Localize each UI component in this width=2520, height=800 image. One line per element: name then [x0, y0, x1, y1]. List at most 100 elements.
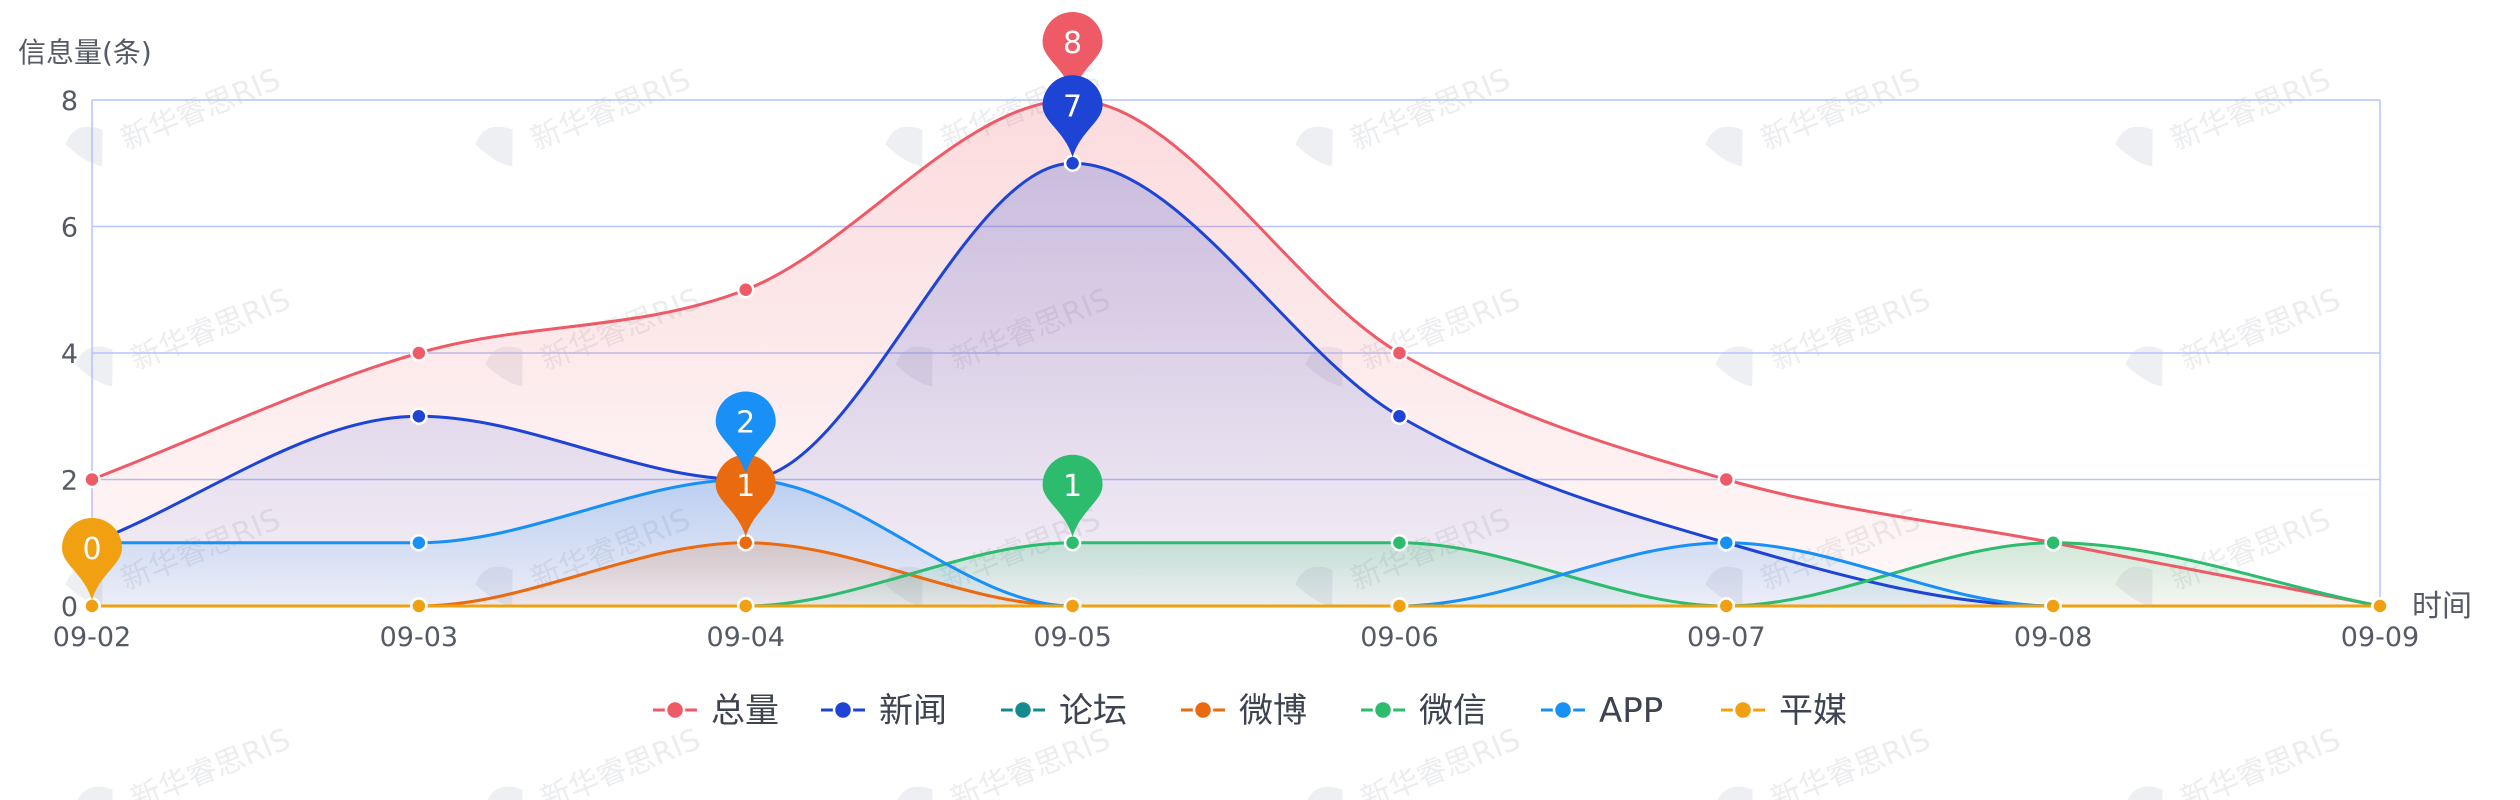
- watermark-tile: 新华睿思RIS: [75, 722, 295, 800]
- watermark-text: 新华睿思RIS: [1346, 62, 1516, 158]
- watermark-logo-icon: [475, 126, 513, 167]
- series-areas: [92, 100, 2380, 606]
- data-point-微博: [736, 534, 755, 552]
- series-area-微信: [92, 542, 2380, 606]
- legend-item-新闻[interactable]: 新闻: [821, 691, 947, 731]
- max-pin-平媒: 0: [62, 518, 122, 600]
- y-tick-label: 8: [61, 86, 78, 117]
- watermark-tile: 新华睿思RIS: [475, 62, 696, 167]
- watermark-text: 新华睿思RIS: [1766, 722, 1936, 800]
- watermark-logo-icon: [895, 786, 933, 800]
- legend-item-平媒[interactable]: 平媒: [1721, 691, 1847, 731]
- watermark-tile: 新华睿思RIS: [1715, 282, 1936, 387]
- series-area-APP: [92, 479, 2380, 606]
- watermark-text: 新华睿思RIS: [2176, 722, 2346, 800]
- legend-label: 平媒: [1779, 691, 1847, 731]
- legend-label: 总量: [711, 691, 779, 731]
- legend-marker-icon: [1012, 699, 1034, 721]
- pin-value-label: 1: [736, 469, 755, 504]
- legend: 总量 新闻 论坛 微博 微信 APP 平媒: [653, 691, 1847, 731]
- watermark-text: 新华睿思RIS: [946, 722, 1116, 800]
- data-point-平媒: [736, 597, 755, 615]
- watermark-text: 新华睿思RIS: [2166, 62, 2336, 158]
- pin-marker-icon: [1042, 75, 1103, 158]
- y-tick-label: 0: [61, 592, 78, 623]
- watermark-tile: 新华睿思RIS: [2125, 722, 2346, 800]
- watermark-tile: 新华睿思RIS: [65, 62, 286, 167]
- data-point-总量: [83, 470, 101, 489]
- legend-marker-icon: [1732, 699, 1754, 721]
- data-point-平媒: [1717, 597, 1736, 615]
- data-point-总量: [410, 344, 428, 362]
- data-point-APP: [1717, 534, 1736, 552]
- data-point-平媒: [2044, 597, 2062, 615]
- x-tick-label: 09-06: [1360, 622, 1438, 653]
- watermark-tile: 新华睿思RIS: [485, 722, 705, 800]
- watermark-text: 新华睿思RIS: [1766, 282, 1936, 378]
- max-pin-微博: 1: [715, 454, 776, 537]
- watermark-logo-icon: [2125, 346, 2163, 387]
- data-point-新闻: [410, 407, 428, 425]
- x-axis-title: 时间: [2412, 589, 2472, 624]
- series-line-新闻: [91, 161, 2380, 608]
- x-tick-label: 09-03: [380, 622, 458, 653]
- watermark-text: 新华睿思RIS: [1356, 722, 1526, 800]
- legend-marker-icon: [1372, 699, 1394, 721]
- watermark-tile: 新华睿思RIS: [75, 282, 295, 387]
- legend-item-论坛[interactable]: 论坛: [1001, 691, 1127, 731]
- series-line-总量: [91, 98, 2381, 608]
- legend-label: 微信: [1419, 691, 1487, 731]
- data-point-微信: [1390, 534, 1409, 552]
- pin-marker-icon: [715, 391, 776, 474]
- legend-marker-icon: [664, 699, 686, 721]
- legend-item-微博[interactable]: 微博: [1181, 691, 1307, 731]
- x-tick-label: 09-09: [2341, 622, 2419, 653]
- data-point-总量: [1390, 344, 1409, 362]
- data-point-微信: [1063, 534, 1082, 552]
- pin-value-label: 2: [736, 406, 755, 441]
- legend-label: 论坛: [1059, 691, 1127, 731]
- pin-marker-icon: [1042, 12, 1103, 95]
- legend-marker-icon: [832, 699, 854, 721]
- data-point-新闻: [1390, 407, 1409, 425]
- watermark-tile: 新华睿思RIS: [1705, 62, 1926, 167]
- max-pin-新闻: 7: [1042, 75, 1103, 158]
- watermark-tile: 新华睿思RIS: [1305, 722, 1526, 800]
- x-tick-label: 09-04: [706, 622, 784, 653]
- legend-item-微信[interactable]: 微信: [1361, 691, 1487, 731]
- x-tick-label: 09-05: [1033, 622, 1111, 653]
- max-pin-微信: 1: [1042, 454, 1103, 537]
- watermark-logo-icon: [885, 126, 923, 167]
- x-tick-label: 09-08: [2014, 622, 2092, 653]
- y-tick-label: 2: [61, 466, 78, 497]
- legend-item-总量[interactable]: 总量: [653, 691, 779, 731]
- watermark-text: 新华睿思RIS: [116, 62, 286, 158]
- watermark-text: 新华睿思RIS: [526, 62, 696, 158]
- pin-value-label: 8: [1063, 26, 1082, 61]
- legend-label: 新闻: [879, 691, 947, 731]
- max-pin-APP: 2: [715, 391, 776, 474]
- pin-marker-icon: [62, 518, 122, 600]
- watermark-logo-icon: [75, 786, 113, 800]
- pin-value-label: 0: [82, 532, 101, 567]
- watermark-tile: 新华睿思RIS: [2115, 62, 2336, 167]
- pin-marker-icon: [1042, 454, 1103, 537]
- data-point-平媒: [2371, 597, 2389, 615]
- y-tick-label: 4: [61, 339, 78, 370]
- x-tick-label: 09-02: [53, 622, 131, 653]
- data-point-APP: [410, 534, 428, 552]
- watermark-logo-icon: [2125, 786, 2163, 800]
- legend-item-APP[interactable]: APP: [1541, 691, 1663, 731]
- watermark-logo-icon: [65, 126, 103, 167]
- watermark-logo-icon: [485, 786, 523, 800]
- watermark-text: 新华睿思RIS: [1756, 62, 1926, 158]
- watermark-tile: 新华睿思RIS: [2125, 282, 2345, 387]
- legend-marker-icon: [1192, 699, 1214, 721]
- data-point-平媒: [1390, 597, 1409, 615]
- pin-value-label: 1: [1063, 469, 1082, 504]
- data-point-总量: [1717, 470, 1736, 489]
- x-tick-label: 09-07: [1687, 622, 1765, 653]
- watermark-logo-icon: [2115, 126, 2153, 167]
- watermark-tile: 新华睿思RIS: [1295, 62, 1516, 167]
